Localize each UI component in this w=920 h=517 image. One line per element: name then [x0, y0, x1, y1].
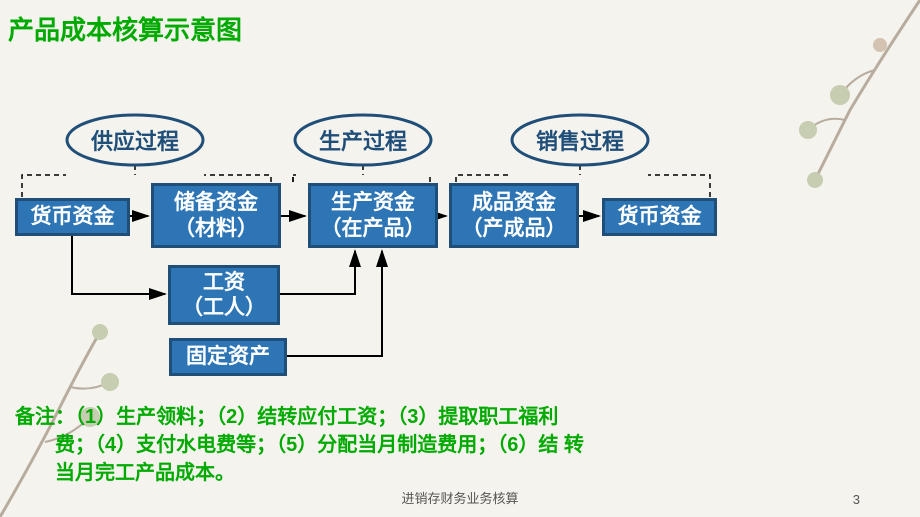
flowchart-box-b6: 工资（工人） [168, 265, 280, 325]
flowchart-box-b5: 货币资金 [602, 198, 717, 236]
flowchart-ellipse-e1: 供应过程 [67, 115, 203, 165]
footnote-text: 备注：（1）生产领料；（2）结转应付工资；（3）提取职工福利 费；（4）支付水电… [15, 403, 880, 487]
flowchart-ellipse-e2: 生产过程 [295, 115, 431, 165]
note-line: 当月完工产品成本。 [15, 459, 880, 487]
note-line: 备注：（1）生产领料；（2）结转应付工资；（3）提取职工福利 [15, 403, 880, 431]
flowchart-box-b7: 固定资产 [169, 338, 287, 376]
flowchart-box-b2: 储备资金（材料） [151, 183, 281, 248]
flowchart-box-b3: 生产资金（在产品） [308, 183, 438, 248]
note-line: 费；（4）支付水电费等；（5）分配当月制造费用；（6）结 转 [15, 431, 880, 459]
footer-title: 进销存财务业务核算 [401, 488, 518, 507]
flowchart-box-b4: 成品资金（产成品） [449, 183, 579, 248]
flowchart-box-b1: 货币资金 [15, 198, 130, 236]
page-number: 3 [853, 492, 860, 507]
flowchart-ellipse-e3: 销售过程 [512, 115, 648, 165]
